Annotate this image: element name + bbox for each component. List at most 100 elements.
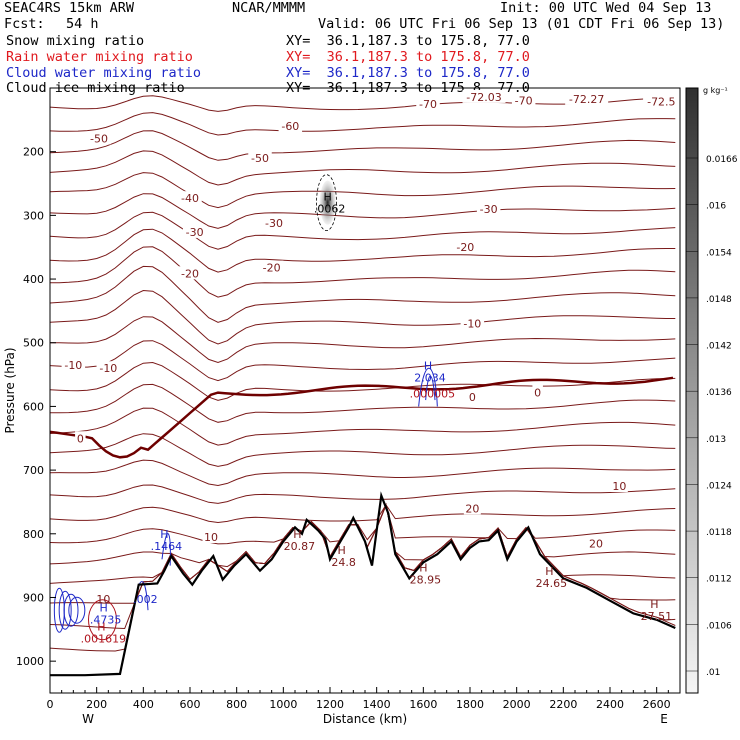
isotherm-label: -30: [186, 226, 204, 239]
x-tick-label: 2000: [503, 698, 531, 711]
isotherm-label-bg: [643, 94, 680, 108]
isotherm-label: -72.27: [569, 93, 604, 106]
isotherm-line: [49, 503, 676, 524]
isotherm-label-bg: [96, 361, 121, 375]
colorbar-tick-label: .0106: [706, 621, 732, 631]
isotherm-label: 10: [204, 531, 218, 544]
cloud-water-contour: [418, 368, 438, 407]
snow-contour: [316, 174, 337, 232]
cloud-water-contour: [68, 596, 86, 624]
isotherm-line: [49, 130, 676, 161]
legend-rain-xy: XY= 36.1,187.3 to 175.8, 77.0: [286, 49, 530, 65]
isotherm-label-bg: [178, 191, 202, 205]
x-tick-label: 200: [86, 698, 107, 711]
east-label: E: [660, 712, 668, 726]
isotherm-label-bg: [61, 358, 86, 372]
isotherm-line: [49, 407, 676, 446]
extremum-marker: H: [338, 544, 346, 557]
extremum-marker: H: [324, 191, 332, 204]
isotherm-contours: [49, 95, 676, 652]
isotherm-label: 0: [469, 391, 476, 404]
isotherm-label: -60: [281, 120, 299, 133]
isotherm-label: -10: [463, 318, 481, 331]
isotherm-label: 20: [465, 502, 479, 515]
legend-cloud-water-name: Cloud water mixing ratio: [6, 65, 202, 81]
extremum-value: .1464: [151, 540, 183, 553]
rain-water-contour: [88, 599, 117, 641]
isotherm-label: 10: [612, 480, 626, 493]
extremum-marker: H: [97, 621, 105, 634]
x-tick-label: 2400: [596, 698, 624, 711]
y-tick-label: 400: [23, 273, 44, 286]
isotherm-label-bg: [511, 93, 536, 107]
isotherm-line: [49, 112, 676, 136]
forecast-label: Fcst:: [4, 16, 45, 32]
extremum-value: 24.65: [536, 577, 568, 590]
y-axis-title: Pressure (hPa): [3, 347, 17, 433]
isotherm-line: [49, 172, 676, 209]
colorbar-tick-label: .0142: [706, 342, 732, 352]
isotherm-line: [49, 316, 676, 364]
x-tick-label: 1400: [363, 698, 391, 711]
isotherm-label: -50: [251, 152, 269, 165]
cloud-water-contour: [161, 533, 171, 566]
cloud-water-contour: [58, 590, 72, 630]
colorbar-scale: [685, 87, 699, 694]
terrain-line: [50, 491, 676, 677]
isotherm-label-bg: [75, 431, 86, 445]
isotherm-label: -20: [456, 241, 474, 254]
isotherm-label-bg: [416, 96, 440, 110]
colorbar-tick-label: .0118: [706, 528, 732, 538]
isotherm-label-bg: [453, 240, 478, 254]
isotherm-label: -70: [515, 95, 533, 108]
isotherm-line: [49, 503, 676, 652]
isotherm-line: [49, 503, 676, 584]
x-tick-label: 2200: [549, 698, 577, 711]
isotherm-line: [49, 340, 676, 382]
isotherm-line: [49, 150, 676, 186]
isotherm-line: [49, 211, 676, 250]
colorbar-tick-label: .016: [706, 202, 726, 212]
isotherm-line: [50, 383, 676, 423]
isotherm-label-bg: [259, 260, 284, 274]
isotherm-label-bg: [462, 89, 506, 103]
isotherm-label: -30: [480, 203, 498, 216]
extremum-value: .002: [133, 593, 158, 606]
isotherm-line: [49, 265, 676, 323]
valid-time: Valid: 06 UTC Fri 06 Sep 13 (01 CDT Fri …: [318, 16, 725, 32]
isotherm-label-bg: [202, 529, 220, 543]
colorbar-tick-label: .013: [706, 435, 726, 445]
x-tick-label: 1600: [409, 698, 437, 711]
legend-snow-name: Snow mixing ratio: [6, 33, 145, 49]
zero-isotherm: [49, 376, 674, 459]
colorbar-tick-label: .0124: [706, 481, 732, 491]
colorbar-tick-label: .0112: [706, 575, 732, 585]
colorbar-unit: g kg⁻¹: [703, 86, 728, 95]
extremum-marker: H: [160, 528, 168, 541]
extremum-value: 2.034: [414, 371, 446, 384]
isotherm-label-bg: [262, 216, 286, 230]
legend-snow-xy: XY= 36.1,187.3 to 175.8, 77.0: [286, 33, 530, 49]
isotherm-line: [49, 193, 676, 229]
colorbar-tick-label: .0136: [706, 388, 732, 398]
isotherm-label-bg: [587, 536, 605, 550]
extremum-value: .000005: [410, 387, 456, 400]
colorbar-tick-label: .0148: [706, 295, 732, 305]
extremum-value: 28.95: [410, 573, 442, 586]
extremum-value: 27.51: [641, 610, 673, 623]
y-tick-label: 900: [23, 591, 44, 604]
isotherm-label-bg: [248, 151, 272, 165]
isotherm-label: -20: [181, 267, 199, 280]
y-tick-label: 600: [23, 400, 44, 413]
x-tick-label: 800: [226, 698, 247, 711]
mixing-ratio-contours: [53, 174, 438, 641]
organization: NCAR/MMMM: [232, 0, 306, 16]
isotherm-label: -72.03: [466, 91, 501, 104]
isotherm-label: 0: [534, 386, 541, 399]
colorbar-tick-label: 0.0166: [706, 155, 738, 165]
extremum-marker: H: [650, 598, 658, 611]
extremum-value: .0062: [314, 203, 346, 216]
isotherm-label-bg: [476, 202, 501, 215]
isotherm-label-bg: [87, 131, 111, 145]
west-label: W: [82, 712, 94, 726]
